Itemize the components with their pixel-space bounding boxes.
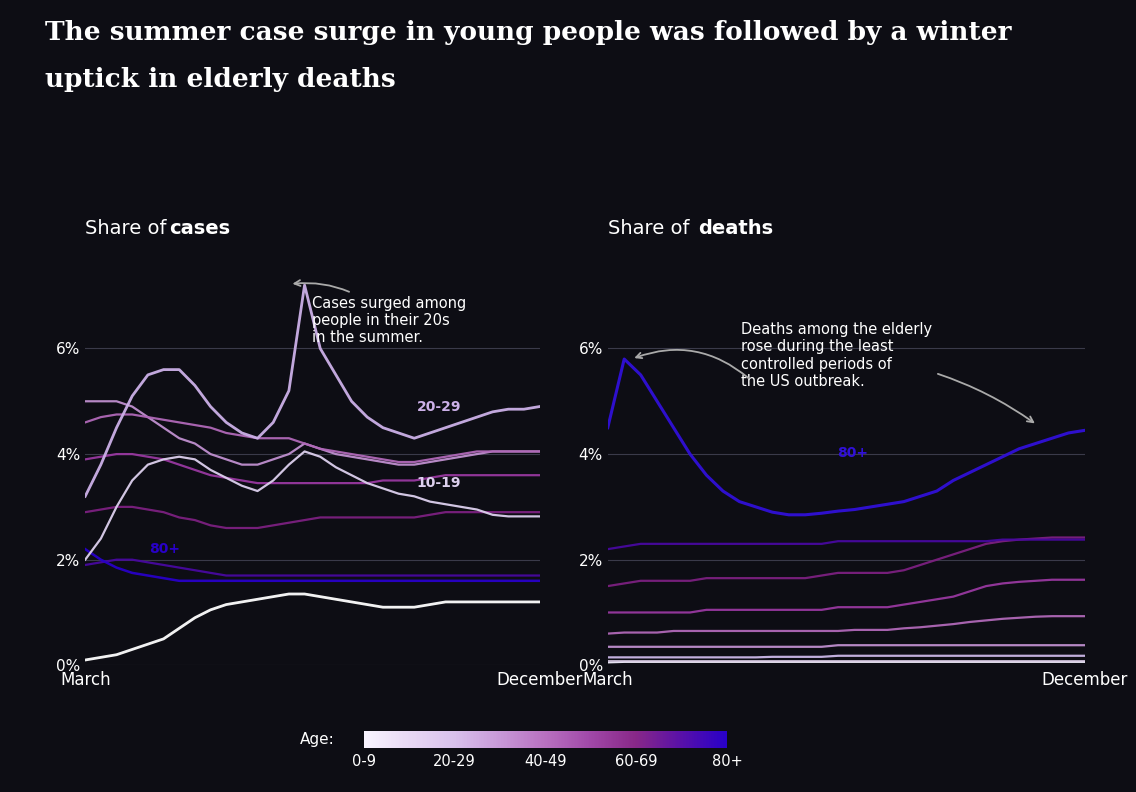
Text: Cases surged among
people in their 20s
in the summer.: Cases surged among people in their 20s i… (294, 280, 467, 345)
Text: The summer case surge in young people was followed by a winter: The summer case surge in young people wa… (45, 20, 1012, 45)
Text: 80+: 80+ (149, 543, 179, 556)
Text: uptick in elderly deaths: uptick in elderly deaths (45, 67, 396, 93)
Text: Deaths among the elderly
rose during the least
controlled periods of
the US outb: Deaths among the elderly rose during the… (742, 322, 1034, 422)
Text: Share of: Share of (85, 219, 173, 238)
Text: Share of: Share of (608, 219, 695, 238)
Text: cases: cases (169, 219, 231, 238)
Text: Age:: Age: (300, 733, 335, 747)
Text: 10-19: 10-19 (417, 476, 461, 489)
Text: 20-29: 20-29 (417, 400, 461, 413)
Text: 80+: 80+ (837, 446, 868, 459)
Text: deaths: deaths (699, 219, 774, 238)
